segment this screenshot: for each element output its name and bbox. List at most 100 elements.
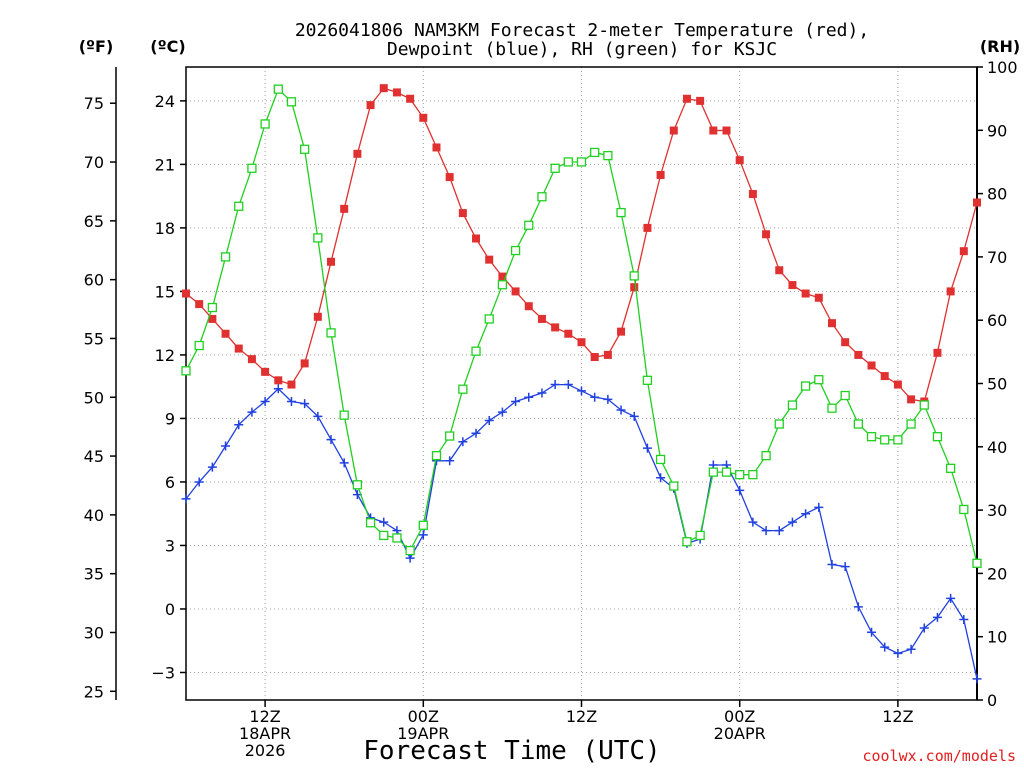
rh-point [774,419,784,429]
celsius-tick-label: 9 [165,409,175,428]
temperature-point [419,113,428,122]
rh-point [880,435,890,445]
dewpoint-point [880,642,890,652]
temperature-point [907,395,916,404]
dewpoint-point [207,462,217,472]
fahrenheit-tick-label: 75 [84,94,104,113]
dewpoint-point [418,530,428,540]
rh-point [590,147,600,158]
temperature-point [656,170,665,179]
temperature-point [564,329,573,338]
rh-tick-label: 100 [987,58,1018,77]
rh-point [655,454,666,465]
temperature-point [274,376,283,385]
rh-point [603,150,613,161]
temperature-point [630,283,639,292]
temperature-point [366,101,375,110]
temperature-point [392,88,401,97]
temperature-point [313,312,322,321]
rh-point [945,463,956,473]
fahrenheit-tick-label: 35 [84,565,104,584]
dewpoint-point [286,396,296,406]
dewpoint-point [932,612,942,622]
rh-point [194,340,204,351]
rh-point [906,419,916,429]
celsius-tick-label: 21 [155,155,175,174]
rh-point [497,280,508,290]
temperature-point [946,287,955,296]
dewpoint-point [484,416,494,426]
temperature-point [814,293,823,302]
rh-tick-label: 60 [987,311,1007,330]
temperature-point [261,367,270,376]
temperature-point [208,314,217,323]
dewpoint-point [445,456,455,466]
chart-title-line2: Dewpoint (blue), RH (green) for KSJC [387,39,777,60]
rh-point [273,84,283,94]
series-layer [181,84,982,684]
dewpoint-point [511,396,521,406]
rh-point [286,97,297,107]
fahrenheit-tick-label: 45 [84,447,104,466]
rh-point [840,390,850,401]
rh-tick-label: 50 [987,375,1007,394]
fahrenheit-tick-label: 40 [84,506,104,525]
celsius-tick-label: 12 [155,346,175,365]
dewpoint-point [181,494,191,504]
fahrenheit-tick-label: 70 [84,153,104,172]
celsius-tick-label: 15 [155,282,175,301]
rh-tick-label: 20 [987,564,1007,583]
temperature-point [485,255,494,264]
rh-point [972,558,982,568]
dewpoint-point [458,437,468,447]
temperature-point [722,126,731,135]
dewpoint-point [774,526,784,536]
rh-tick-label: 0 [987,691,997,710]
temperature-point [379,84,388,93]
rh-point [379,530,389,541]
rh-point [352,480,363,490]
rh-point [537,192,547,202]
rh-point [550,163,560,173]
celsius-tick-label: −3 [151,663,175,682]
rh-point [431,451,442,461]
rh-point [471,346,481,356]
temperature-point [327,257,336,266]
rh-point [563,157,573,167]
dewpoint-point [326,435,336,445]
rh-point [682,537,692,547]
temperature-point [472,234,481,243]
dewpoint-point [471,428,481,438]
rh-point [721,467,732,477]
rh-point [313,233,323,243]
rh-point [853,419,863,429]
dewpoint-point [194,477,204,487]
temperature-point [353,149,362,158]
rh-point [959,504,969,515]
temperature-point [959,247,968,256]
temperature-point [735,156,744,165]
rh-tick-label: 40 [987,438,1007,457]
temperature-point [709,126,718,135]
celsius-tick-label: 24 [155,92,175,111]
rh-point [220,252,231,262]
fahrenheit-tick-label: 50 [84,388,104,407]
rh-point [445,431,455,441]
dewpoint-point [603,394,613,404]
dewpoint-point [537,388,547,398]
rh-point [458,384,468,394]
rh-point [827,403,837,413]
fahrenheit-tick-label: 30 [84,623,104,642]
dewpoint-point [906,644,916,654]
temperature-point [300,359,309,368]
dewpoint-point [735,485,745,495]
rh-point [695,530,705,541]
dewpoint-point [563,380,573,390]
temperature-point [577,338,586,347]
dewpoint-point [787,517,797,527]
temperature-point [762,230,771,239]
rh-point [484,314,494,324]
dewpoint-point [656,473,666,483]
temperature-point [788,281,797,290]
